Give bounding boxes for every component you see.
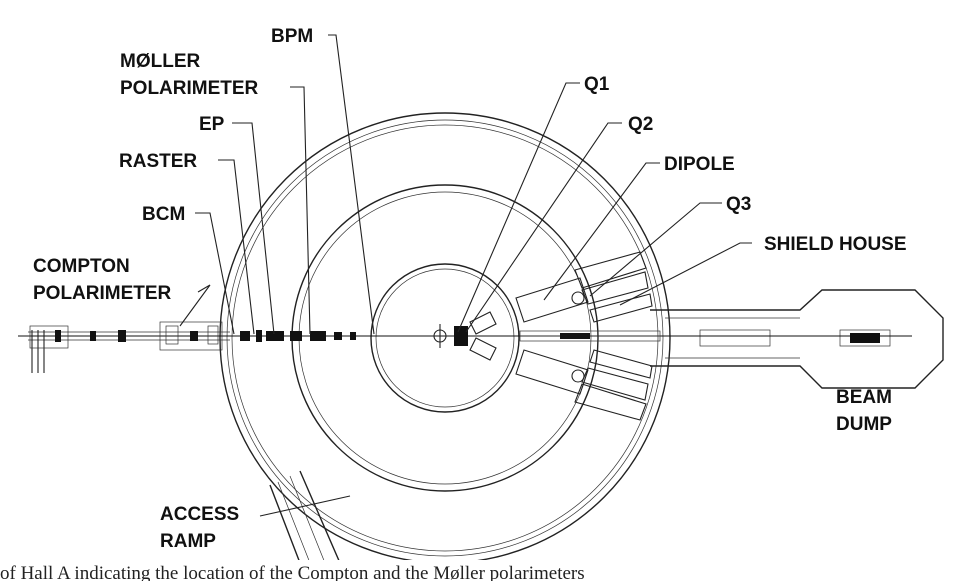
- label-compton-line2: POLARIMETER: [33, 283, 172, 304]
- label-moller-line2: POLARIMETER: [120, 78, 259, 99]
- label-beam-dump-line2: DUMP: [836, 414, 892, 435]
- figure-caption: of Hall A indicating the location of the…: [0, 563, 585, 581]
- label-raster: RASTER: [119, 151, 197, 172]
- hall-outer-wall: [219, 112, 671, 560]
- access-ramp: [269, 470, 340, 560]
- label-shield-house: SHIELD HOUSE: [764, 234, 907, 255]
- label-dipole: DIPOLE: [664, 154, 735, 175]
- beam-exit-pipe: [519, 330, 661, 342]
- label-bpm: BPM: [271, 26, 313, 47]
- spectrometer-upper: [454, 251, 653, 336]
- label-ep: EP: [199, 114, 225, 135]
- label-access-ramp-line1: ACCESS: [160, 504, 239, 525]
- label-access-ramp-line2: RAMP: [160, 531, 216, 552]
- beam-dump-tunnel: [650, 289, 944, 389]
- spectrometer-lower: [454, 336, 653, 421]
- label-beam-dump-line1: BEAM: [836, 387, 892, 408]
- label-q2: Q2: [628, 114, 653, 135]
- pivot-ring: [370, 263, 520, 413]
- beamline: [18, 321, 912, 373]
- label-compton-line1: COMPTON: [33, 256, 130, 277]
- hall-a-layout-diagram: BPM MØLLER POLARIMETER EP RASTER BCM COM…: [18, 26, 944, 560]
- label-q3: Q3: [726, 194, 751, 215]
- leader-lines: [179, 34, 752, 517]
- label-q1: Q1: [584, 74, 610, 95]
- label-bcm: BCM: [142, 204, 185, 225]
- component-labels: BPM MØLLER POLARIMETER EP RASTER BCM COM…: [33, 26, 907, 552]
- label-moller-line1: MØLLER: [120, 51, 200, 72]
